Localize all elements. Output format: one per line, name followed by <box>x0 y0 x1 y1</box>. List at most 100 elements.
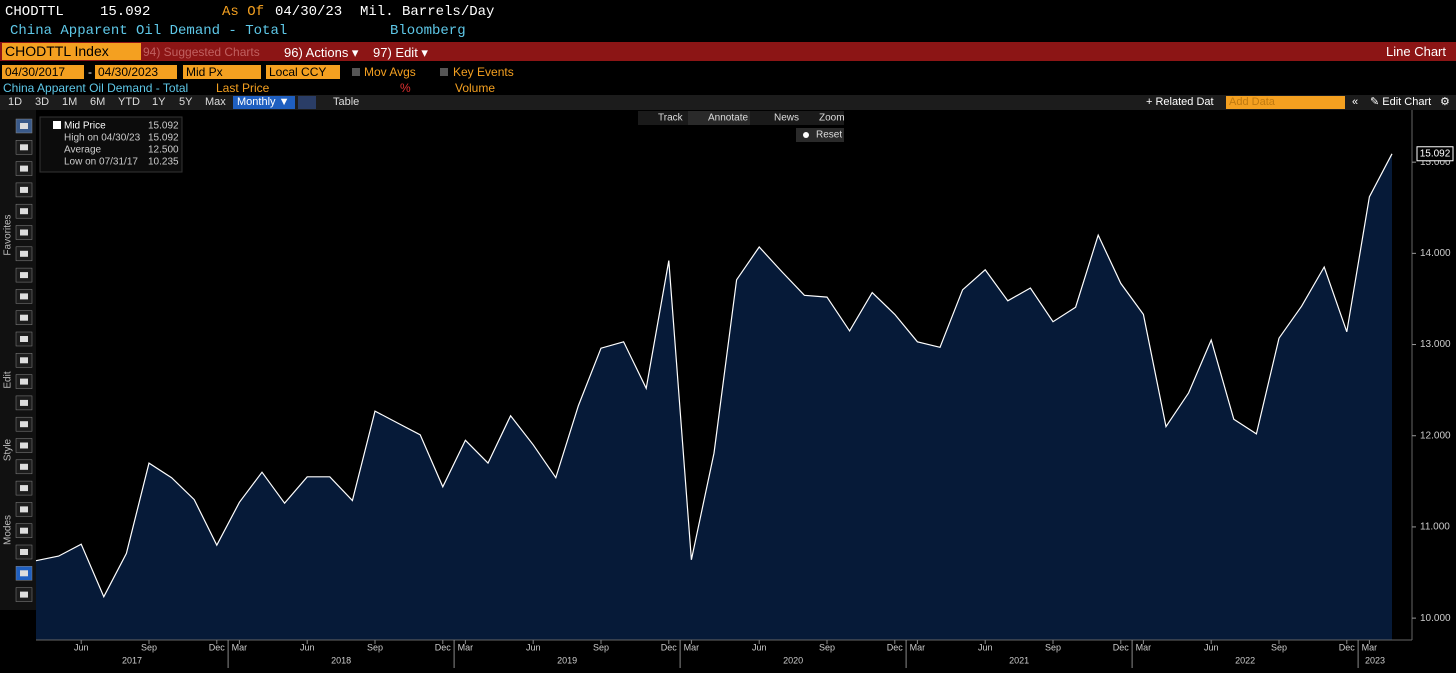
table-button[interactable]: Table <box>333 96 360 108</box>
side-label: Style <box>3 438 14 461</box>
chart-tool[interactable]: Annotate <box>708 113 748 124</box>
year-label: 2022 <box>1235 655 1255 665</box>
y-tick-label: 13.000 <box>1420 339 1451 350</box>
tool-glyph <box>20 591 28 598</box>
security[interactable]: CHODTTL Index <box>2 43 141 60</box>
x-tick-label: Sep <box>141 642 157 652</box>
reset-button[interactable] <box>796 128 844 142</box>
units: Mil. Barrels/Day <box>360 4 495 20</box>
chart-tool[interactable]: Track <box>658 113 684 124</box>
ticker: CHODTTL <box>5 4 64 20</box>
year-label: 2021 <box>1009 655 1029 665</box>
last-value-tag <box>1416 146 1454 162</box>
x-tick-label: Mar <box>910 642 926 652</box>
last-value: 15.092 <box>100 4 151 20</box>
stats-swatch <box>53 121 61 129</box>
menu-item[interactable]: 97) Edit ▾ <box>373 45 428 60</box>
tool-glyph <box>20 527 28 534</box>
year-label: 2017 <box>122 655 142 665</box>
tool-glyph <box>20 336 28 342</box>
toolbar <box>0 95 1456 110</box>
start-date[interactable]: 04/30/2017 <box>2 65 84 79</box>
year-label: 2023 <box>1365 655 1385 665</box>
legend-volume: Volume <box>455 81 496 95</box>
tool-glyph <box>20 485 28 492</box>
period-button[interactable]: 5Y <box>179 96 193 108</box>
chart-icon[interactable] <box>298 96 316 109</box>
legend-name: China Apparent Oil Demand - Total <box>3 81 189 95</box>
menu-item[interactable]: 96) Actions ▾ <box>284 45 359 60</box>
tool-glyph <box>20 314 28 321</box>
end-date[interactable]: 04/30/2023 <box>95 65 177 79</box>
checkbox[interactable] <box>352 68 360 76</box>
tool-glyph <box>20 549 28 555</box>
reset-label[interactable]: Reset <box>816 130 842 141</box>
tool-glyph <box>20 463 28 470</box>
x-tick-label: Sep <box>1271 642 1287 652</box>
x-tick-label: Jun <box>978 642 993 652</box>
stat-label: Mid Price <box>64 121 106 132</box>
year-label: 2018 <box>331 655 351 665</box>
period-button[interactable]: 1Y <box>152 96 166 108</box>
checkbox[interactable] <box>440 68 448 76</box>
stat-label: Average <box>64 145 102 156</box>
tool-glyph <box>20 123 28 129</box>
side-label: Edit <box>3 371 14 388</box>
edit-chart[interactable]: ✎ Edit Chart <box>1370 96 1432 108</box>
currency-select[interactable]: Local CCY <box>266 65 340 79</box>
x-tick-label: Sep <box>593 642 609 652</box>
tool-glyph <box>20 293 28 300</box>
settings[interactable]: ⚙ <box>1440 96 1450 108</box>
y-tick-label: 15.000 <box>1420 157 1451 168</box>
key-events[interactable]: Key Events <box>453 65 514 79</box>
stat-value: 15.092 <box>148 133 179 144</box>
description: China Apparent Oil Demand - Total <box>10 23 288 39</box>
tool-glyph <box>20 442 28 449</box>
tool-active <box>688 111 750 125</box>
menu-item[interactable]: 94) Suggested Charts <box>143 45 260 59</box>
related-data[interactable]: + Related Dat <box>1146 96 1214 108</box>
as-of-date: 04/30/23 <box>275 4 343 20</box>
x-tick-label: Dec <box>1113 642 1130 652</box>
stat-value: 15.092 <box>148 121 179 132</box>
x-tick-label: Dec <box>887 642 904 652</box>
tool-glyph <box>20 186 28 193</box>
collapse[interactable]: « <box>1352 96 1359 108</box>
menu-bar <box>0 42 1456 61</box>
field-select[interactable]: Mid Px <box>183 65 261 79</box>
x-tick-label: Jun <box>526 642 541 652</box>
period-button[interactable]: Max <box>205 96 226 108</box>
period-button[interactable]: 6M <box>90 96 106 108</box>
tool-glyph <box>20 144 28 151</box>
stat-value: 10.235 <box>148 157 179 168</box>
tool-glyph <box>20 165 28 172</box>
chart: Favorites Edit Style Modes 10.000 11.000 12.00… <box>0 110 1454 668</box>
tool-glyph <box>20 570 28 577</box>
tool-glyph <box>20 421 28 428</box>
line <box>35 153 1393 599</box>
period-button[interactable]: 1D <box>8 96 23 108</box>
frequency[interactable]: Monthly ▼ <box>233 96 295 109</box>
x-tick-label: Mar <box>1136 642 1152 652</box>
x-tick-label: Sep <box>1045 642 1061 652</box>
stats-box <box>39 116 183 173</box>
mov-avgs[interactable]: Mov Avgs <box>364 65 416 79</box>
period-button[interactable]: YTD <box>118 96 140 108</box>
x-tick-label: Sep <box>367 642 383 652</box>
chart-tool[interactable]: Zoom <box>819 113 845 124</box>
tool-glyph <box>20 378 28 385</box>
x-tick-label: Mar <box>232 642 248 652</box>
period-button[interactable]: 1M <box>62 96 78 108</box>
side-label: Modes <box>3 515 14 545</box>
edit-chart-label[interactable]: Edit Chart <box>1382 96 1432 108</box>
period-button[interactable]: 3D <box>35 96 50 108</box>
tool-glyph <box>20 399 28 406</box>
tool-glyph <box>20 250 28 257</box>
year-label: 2020 <box>783 655 803 665</box>
x-tick-label: Mar <box>458 642 474 652</box>
stat-value: 12.500 <box>148 145 179 156</box>
x-tick-label: Jun <box>74 642 89 652</box>
add-data[interactable]: Add Data <box>1226 96 1345 109</box>
area <box>36 153 1392 641</box>
chart-tool[interactable]: News <box>774 113 799 124</box>
